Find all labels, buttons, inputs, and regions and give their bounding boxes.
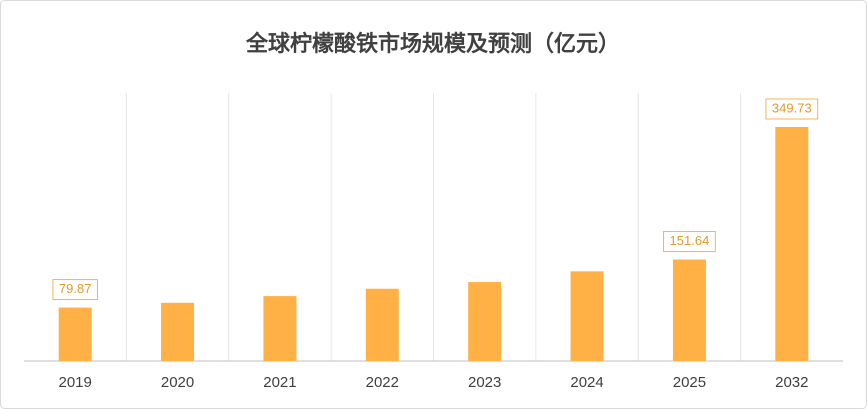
x-tick-label: 2032	[775, 374, 808, 391]
bar	[775, 127, 809, 361]
data-label: 151.64	[670, 233, 710, 248]
data-label-box	[663, 231, 716, 253]
bar	[672, 259, 706, 361]
data-label-box	[52, 279, 98, 301]
x-tick-label: 2021	[263, 374, 296, 391]
data-label: 79.87	[59, 281, 92, 296]
bar	[263, 296, 297, 361]
x-tick-label: 2019	[59, 374, 92, 391]
data-label-box	[765, 98, 819, 120]
bar	[570, 271, 604, 361]
chart-title: 全球柠檬酸铁市场规模及预测（亿元）	[245, 31, 620, 56]
bar	[161, 302, 195, 361]
bar	[365, 288, 399, 361]
data-label: 349.73	[772, 100, 812, 115]
x-tick-label: 2025	[673, 374, 706, 391]
bar	[58, 307, 92, 361]
bar	[468, 282, 502, 361]
x-tick-label: 2023	[468, 374, 501, 391]
x-tick-label: 2020	[161, 374, 194, 391]
x-tick-label: 2022	[366, 374, 399, 391]
x-tick-label: 2024	[570, 374, 603, 391]
